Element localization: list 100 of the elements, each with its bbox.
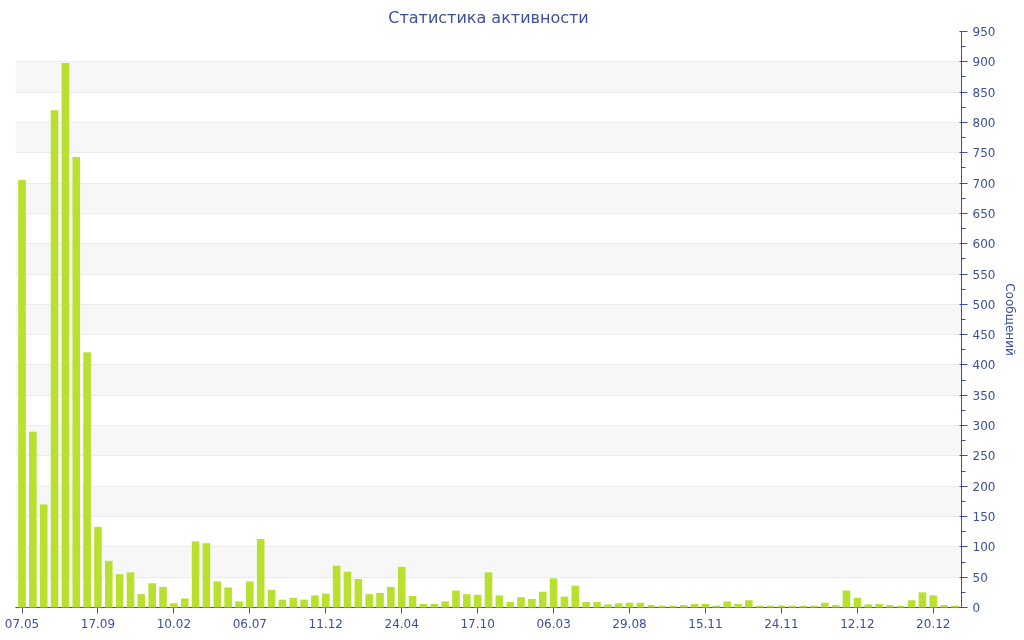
x-tick-label: 17.09: [80, 616, 116, 631]
bar: [18, 180, 26, 608]
bar: [517, 597, 525, 608]
x-tick-label: 10.02: [156, 616, 192, 631]
bar: [343, 571, 352, 608]
bar: [50, 110, 59, 608]
bar: [604, 604, 612, 608]
x-tick-label: 29.08: [612, 616, 647, 631]
y-tick-label: 250: [972, 449, 996, 464]
bar: [831, 605, 840, 608]
x-tick-label: 17.10: [460, 616, 495, 631]
y-tick-label: 550: [972, 267, 996, 282]
bar: [256, 538, 265, 608]
bar: [376, 592, 384, 608]
bar: [137, 594, 146, 608]
bar: [549, 578, 558, 608]
bar: [614, 603, 623, 608]
bar: [484, 572, 493, 608]
bar: [940, 605, 948, 608]
y-tick-label: 700: [972, 176, 996, 191]
bar: [745, 600, 753, 608]
x-tick-label: 06.07: [232, 616, 268, 631]
bar: [495, 595, 504, 608]
bar: [506, 602, 514, 608]
y-tick-label: 200: [972, 479, 996, 494]
y-tick-label: 750: [972, 146, 996, 161]
bar: [560, 596, 569, 608]
bar: [571, 585, 580, 608]
y-tick-label: 850: [972, 85, 996, 100]
bar: [180, 598, 189, 608]
x-tick-label: 06.03: [536, 616, 571, 631]
bar: [875, 603, 883, 608]
y-tick-label: 450: [972, 328, 996, 343]
bar: [191, 541, 200, 608]
bar: [842, 590, 851, 608]
bar: [528, 599, 536, 608]
bar: [159, 586, 167, 608]
bar: [463, 594, 471, 608]
bar: [473, 594, 482, 608]
y-tick-label: 150: [972, 510, 996, 525]
bar: [148, 583, 156, 608]
y-tick-label: 350: [972, 388, 996, 403]
bar: [126, 572, 135, 608]
bar: [593, 602, 601, 608]
bar: [246, 581, 254, 608]
y-tick-label: 900: [972, 55, 996, 70]
bar: [690, 603, 699, 608]
bar: [39, 504, 48, 608]
bar: [582, 602, 590, 608]
y-tick-label: 650: [972, 206, 996, 221]
bar: [289, 597, 298, 608]
x-tick-label: 07.05: [4, 616, 40, 631]
bar: [213, 581, 222, 608]
bar: [821, 602, 829, 608]
bar: [83, 352, 91, 608]
x-tick-label: 24.11: [764, 616, 799, 631]
x-tick-label: 11.12: [308, 616, 343, 631]
bar: [701, 603, 710, 608]
bar: [354, 579, 363, 608]
bar: [625, 602, 634, 608]
y-tick-label: 800: [972, 115, 996, 130]
y-tick-label: 300: [972, 419, 996, 434]
bar: [61, 63, 70, 608]
y-tick-label: 600: [972, 237, 996, 252]
bar: [397, 566, 406, 608]
bar: [679, 605, 688, 608]
y-tick-label: 400: [972, 358, 996, 373]
bar: [419, 603, 428, 608]
bar: [929, 595, 938, 608]
bar: [723, 601, 731, 608]
x-tick-label: 20.12: [916, 616, 951, 631]
bar: [387, 586, 395, 608]
bar: [853, 597, 862, 608]
bar: [321, 593, 330, 608]
bar: [408, 595, 417, 608]
bar: [311, 595, 319, 608]
bar: [105, 560, 113, 608]
bar: [918, 592, 927, 608]
bar: [300, 599, 308, 608]
chart-title: Статистика активности: [388, 7, 589, 27]
bar: [734, 603, 742, 608]
bar: [29, 431, 37, 608]
bar: [94, 526, 102, 608]
y-tick-label: 0: [972, 601, 981, 615]
bar: [864, 604, 872, 608]
bar: [886, 605, 894, 608]
bar: [115, 574, 124, 608]
bar: [430, 603, 439, 608]
bar: [170, 603, 178, 608]
y-tick-label: 50: [972, 570, 988, 585]
x-tick-label: 12.12: [840, 616, 875, 631]
bar: [72, 157, 81, 608]
y-tick-label: 100: [972, 540, 996, 555]
bar: [452, 590, 460, 608]
bar: [441, 601, 449, 608]
y-tick-label: 950: [972, 25, 996, 39]
bar: [636, 602, 645, 608]
y-tick-label: 500: [972, 297, 996, 312]
bar: [538, 591, 547, 608]
x-tick-label: 15.11: [688, 616, 723, 631]
